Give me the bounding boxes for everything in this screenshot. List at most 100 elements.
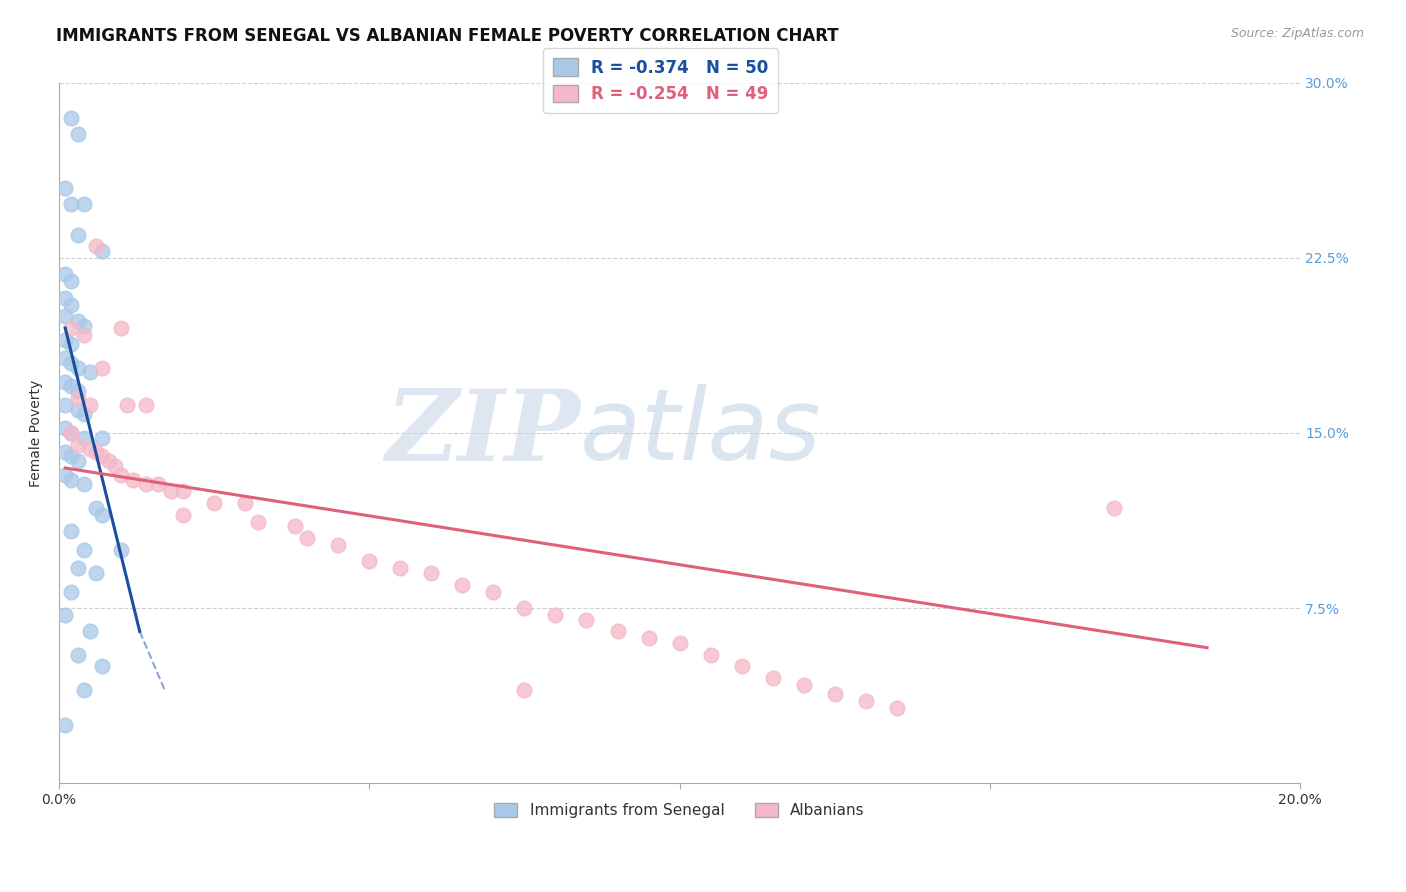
Point bbox=[730, 659, 752, 673]
Point bbox=[53, 717, 76, 731]
Point bbox=[60, 321, 83, 335]
Point bbox=[66, 391, 89, 405]
Point bbox=[79, 442, 101, 457]
Point bbox=[297, 531, 319, 545]
Y-axis label: Female Poverty: Female Poverty bbox=[30, 379, 44, 487]
Point bbox=[84, 239, 107, 253]
Point bbox=[73, 197, 96, 211]
Point bbox=[66, 314, 89, 328]
Point bbox=[60, 298, 83, 312]
Point bbox=[637, 632, 659, 646]
Point bbox=[53, 291, 76, 305]
Point bbox=[110, 468, 132, 483]
Point bbox=[60, 379, 83, 393]
Point bbox=[284, 519, 307, 533]
Point bbox=[73, 431, 96, 445]
Point bbox=[544, 607, 567, 622]
Point bbox=[66, 360, 89, 375]
Point bbox=[79, 365, 101, 379]
Point bbox=[91, 431, 114, 445]
Point bbox=[110, 321, 132, 335]
Point bbox=[73, 682, 96, 697]
Point bbox=[66, 227, 89, 242]
Point bbox=[60, 356, 83, 370]
Point bbox=[699, 648, 721, 662]
Point bbox=[53, 333, 76, 347]
Point bbox=[84, 566, 107, 580]
Point bbox=[793, 678, 815, 692]
Point bbox=[668, 636, 690, 650]
Point bbox=[73, 407, 96, 421]
Point bbox=[135, 477, 157, 491]
Point bbox=[60, 274, 83, 288]
Point bbox=[60, 337, 83, 351]
Point bbox=[73, 318, 96, 333]
Point bbox=[53, 351, 76, 366]
Point bbox=[84, 500, 107, 515]
Point bbox=[73, 542, 96, 557]
Point bbox=[66, 402, 89, 417]
Point bbox=[73, 477, 96, 491]
Legend: Immigrants from Senegal, Albanians: Immigrants from Senegal, Albanians bbox=[488, 797, 870, 824]
Point bbox=[60, 425, 83, 440]
Text: Source: ZipAtlas.com: Source: ZipAtlas.com bbox=[1230, 27, 1364, 40]
Point bbox=[91, 450, 114, 464]
Point bbox=[91, 659, 114, 673]
Point bbox=[79, 398, 101, 412]
Point bbox=[79, 624, 101, 639]
Point bbox=[451, 577, 474, 591]
Point bbox=[91, 360, 114, 375]
Point bbox=[359, 554, 381, 568]
Point bbox=[328, 538, 350, 552]
Point bbox=[73, 328, 96, 343]
Point bbox=[60, 584, 83, 599]
Point bbox=[91, 508, 114, 522]
Point bbox=[60, 425, 83, 440]
Point bbox=[110, 542, 132, 557]
Point bbox=[60, 473, 83, 487]
Point bbox=[53, 444, 76, 458]
Point bbox=[53, 468, 76, 483]
Point bbox=[122, 473, 145, 487]
Point bbox=[60, 450, 83, 464]
Point bbox=[60, 524, 83, 538]
Point bbox=[1102, 500, 1125, 515]
Point bbox=[53, 375, 76, 389]
Text: IMMIGRANTS FROM SENEGAL VS ALBANIAN FEMALE POVERTY CORRELATION CHART: IMMIGRANTS FROM SENEGAL VS ALBANIAN FEMA… bbox=[56, 27, 839, 45]
Point bbox=[53, 181, 76, 195]
Text: ZIP: ZIP bbox=[385, 384, 581, 482]
Point bbox=[202, 496, 225, 510]
Point bbox=[66, 454, 89, 468]
Point bbox=[117, 398, 139, 412]
Point bbox=[91, 244, 114, 258]
Point bbox=[513, 601, 536, 615]
Point bbox=[66, 384, 89, 398]
Point bbox=[246, 515, 269, 529]
Point bbox=[60, 197, 83, 211]
Point bbox=[148, 477, 170, 491]
Point bbox=[513, 682, 536, 697]
Point bbox=[66, 561, 89, 575]
Text: atlas: atlas bbox=[581, 384, 823, 482]
Point bbox=[66, 128, 89, 142]
Point bbox=[606, 624, 628, 639]
Point bbox=[97, 454, 120, 468]
Point bbox=[66, 437, 89, 451]
Point bbox=[66, 648, 89, 662]
Point bbox=[84, 444, 107, 458]
Point bbox=[60, 111, 83, 125]
Point bbox=[53, 268, 76, 282]
Point bbox=[53, 398, 76, 412]
Point bbox=[482, 584, 505, 599]
Point bbox=[575, 613, 598, 627]
Point bbox=[53, 310, 76, 324]
Point bbox=[53, 607, 76, 622]
Point bbox=[762, 671, 785, 685]
Point bbox=[886, 701, 908, 715]
Point bbox=[389, 561, 412, 575]
Point bbox=[104, 458, 127, 473]
Point bbox=[159, 484, 181, 499]
Point bbox=[233, 496, 256, 510]
Point bbox=[172, 484, 194, 499]
Point bbox=[420, 566, 443, 580]
